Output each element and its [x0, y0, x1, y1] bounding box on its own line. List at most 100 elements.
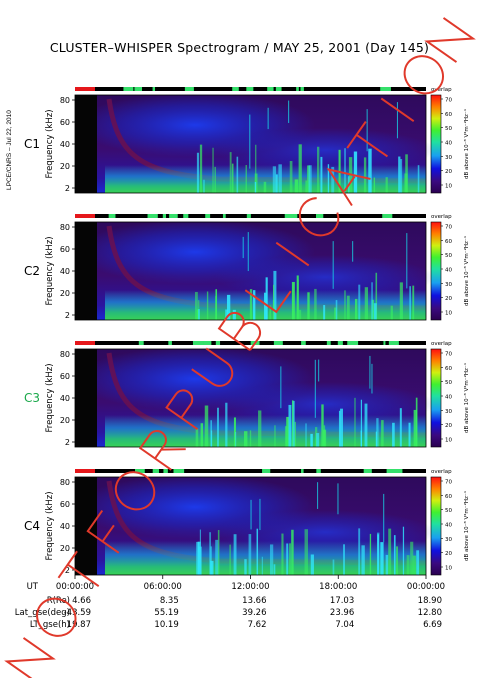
x-tick-label: 12:00:00	[231, 582, 269, 592]
status-bar-green-segment	[232, 87, 239, 91]
emission-spike	[343, 544, 345, 575]
status-bar-green-segment	[316, 469, 321, 473]
emission-spike	[278, 164, 282, 193]
emission-spike	[358, 528, 361, 575]
emission-blue-region	[215, 255, 435, 299]
emission-spike	[261, 556, 263, 575]
colorbar-label: dB above 10⁻⁸ V²m⁻²Hz⁻¹	[463, 363, 470, 433]
status-bar-green-segment	[284, 214, 294, 218]
status-bar-green-segment	[162, 214, 167, 218]
emission-blue-region	[215, 128, 435, 172]
y-tick-label: 60	[60, 500, 70, 509]
emission-spike	[284, 426, 288, 447]
emission-spike	[364, 403, 368, 447]
status-label: overlap	[431, 341, 452, 347]
emission-spike	[323, 305, 326, 320]
emission-spike	[204, 405, 209, 447]
y-axis-label: Frequency (kHz)	[45, 236, 55, 305]
colorbar-tick-label: 60	[445, 366, 452, 372]
emission-spike	[281, 533, 284, 575]
emission-spike	[334, 307, 337, 320]
emission-spike	[265, 277, 268, 320]
spectrogram-panel-c4: overlap 80 60 40 20 2 Frequency (kHz) C4 70 60 50 4…	[24, 469, 470, 576]
orbit-value: 4.66	[72, 596, 91, 606]
emission-spike	[233, 417, 236, 447]
emission-spike	[225, 402, 228, 447]
emission-spike	[402, 526, 405, 575]
emission-spike	[286, 416, 289, 447]
emission-spike	[273, 564, 276, 575]
colorbar-tick-label: 60	[445, 112, 452, 118]
emission-spike	[245, 164, 247, 193]
status-bar-green-segment	[383, 341, 386, 345]
emission-spike	[195, 291, 198, 320]
x-tick-label: 00:00:00	[407, 582, 445, 592]
status-bar-green-segment	[382, 214, 392, 218]
orbit-row-name: LT_gse(h)	[30, 620, 70, 630]
emission-spike	[248, 534, 252, 575]
emission-spike	[353, 151, 358, 193]
colorbar-tick-label: 70	[445, 98, 452, 104]
y-axis-label: Frequency (kHz)	[45, 491, 55, 560]
emission-spike	[214, 166, 216, 193]
emission-spike	[412, 555, 417, 575]
interference-line	[396, 102, 398, 139]
colorbar-tick-label: 40	[445, 268, 452, 274]
emission-spike	[249, 289, 253, 320]
emission-spike	[235, 432, 237, 447]
y-tick-label: 20	[60, 544, 70, 553]
emission-spike	[231, 163, 234, 193]
status-label: overlap	[431, 87, 452, 93]
colorbar-tick-label: 40	[445, 395, 452, 401]
y-axis-label: Frequency (kHz)	[45, 363, 55, 432]
emission-spike	[274, 425, 276, 447]
y-tick-label: 20	[60, 289, 70, 298]
emission-spike	[308, 165, 312, 193]
emission-spike	[398, 156, 401, 193]
emission-spike	[226, 294, 231, 320]
colorbar-label: dB above 10⁻⁸ V²m⁻²Hz⁻¹	[463, 109, 470, 179]
emission-spike	[385, 554, 389, 575]
emission-spike	[304, 529, 308, 575]
emission-spike	[236, 156, 239, 193]
emission-spike	[210, 420, 212, 447]
status-bar-green-segment	[296, 87, 299, 91]
status-bar-red-segment	[75, 87, 95, 91]
emission-spike	[197, 541, 201, 575]
x-tick-label: 00:00:00	[56, 582, 94, 592]
emission-spike	[408, 422, 411, 447]
orbit-value: 6.69	[423, 620, 442, 630]
colorbar-label: dB above 10⁻⁸ V²m⁻²Hz⁻¹	[463, 491, 470, 561]
status-bar-green-segment	[168, 341, 172, 345]
emission-spike	[273, 270, 277, 320]
status-label: overlap	[431, 469, 452, 475]
emission-spike	[232, 309, 236, 320]
status-bar-green-segment	[388, 341, 399, 345]
emission-spike	[195, 428, 199, 447]
colorbar-tick-label: 70	[445, 480, 452, 486]
stamp-letter	[191, 347, 234, 387]
emission-spike	[288, 404, 292, 447]
stamp-letter	[424, 17, 476, 63]
status-bar-green-segment	[169, 214, 178, 218]
emission-spike	[198, 309, 200, 320]
emission-spike	[196, 152, 200, 193]
colorbar-tick-label: 30	[445, 282, 452, 288]
interference-line	[369, 355, 371, 389]
status-bar-green-segment	[267, 87, 274, 91]
interference-line	[371, 363, 373, 394]
interference-line	[250, 499, 252, 530]
status-bar-green-segment	[300, 87, 304, 91]
colorbar-tick-label: 50	[445, 508, 452, 514]
y-tick-label: 80	[60, 96, 70, 105]
status-bar-green-segment	[337, 341, 343, 345]
emission-spike	[332, 559, 335, 575]
emission-spike	[203, 179, 205, 193]
emission-spike	[368, 148, 372, 193]
emission-spike	[399, 282, 403, 320]
status-bar-green-segment	[215, 341, 221, 345]
y-tick-label: 2	[65, 566, 70, 575]
orbit-value: 17.03	[330, 596, 354, 606]
colorbar-tick-label: 30	[445, 155, 452, 161]
emission-spike	[369, 533, 372, 575]
